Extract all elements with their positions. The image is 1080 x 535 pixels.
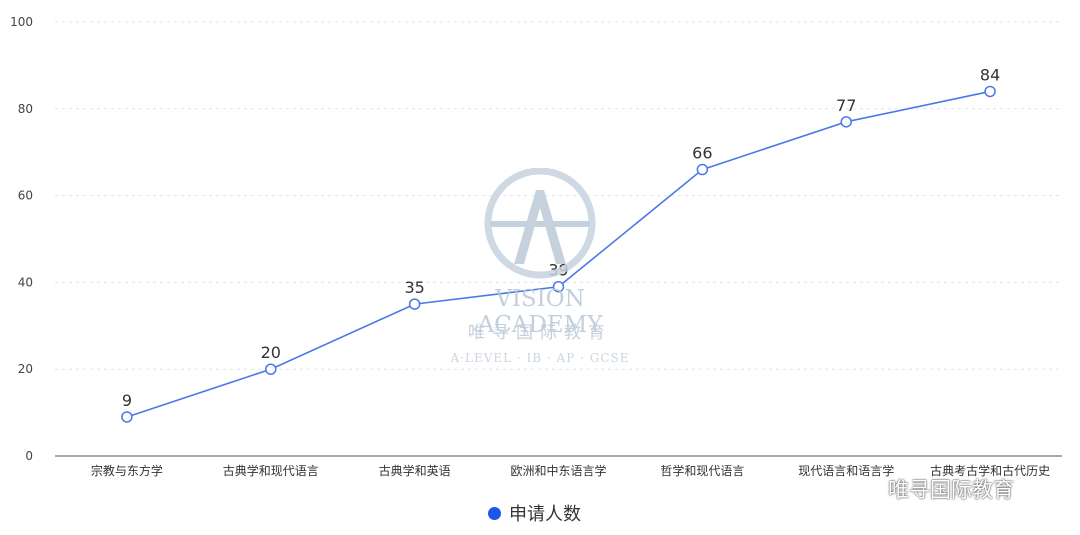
wechat-badge-text: 唯寻国际教育 xyxy=(888,478,1014,502)
x-tick-label: 现代语言和语言学 xyxy=(798,463,894,478)
data-point xyxy=(265,363,277,375)
data-point xyxy=(984,85,996,98)
data-point xyxy=(840,116,852,128)
data-label: 39 xyxy=(548,261,568,280)
legend-marker-icon xyxy=(488,506,501,520)
y-tick-label: 80 xyxy=(18,102,33,116)
x-tick-label: 古典考古学和古代历史 xyxy=(930,463,1050,478)
data-label: 66 xyxy=(692,144,712,163)
y-tick-label: 60 xyxy=(18,189,33,203)
y-tick-label: 100 xyxy=(10,15,33,29)
data-point xyxy=(408,298,421,310)
legend-label: 申请人数 xyxy=(509,504,581,525)
series-line xyxy=(126,90,991,418)
data-label: 77 xyxy=(836,96,856,115)
x-tick-label: 古典学和英语 xyxy=(379,463,451,478)
y-tick-label: 20 xyxy=(18,362,33,376)
x-tick-label: 欧洲和中东语言学 xyxy=(510,463,606,478)
wechat-icon xyxy=(847,475,880,501)
data-point xyxy=(696,163,709,176)
x-tick-label: 哲学和现代语言 xyxy=(660,463,744,478)
x-tick-label: 古典学和现代语言 xyxy=(223,463,319,478)
data-point xyxy=(121,411,133,423)
data-label: 35 xyxy=(404,278,424,297)
y-tick-label: 0 xyxy=(25,449,33,463)
data-label: 20 xyxy=(261,343,281,362)
data-label: 84 xyxy=(980,65,1000,84)
legend[interactable]: 申请人数 xyxy=(488,500,581,526)
data-point xyxy=(552,280,565,293)
x-tick-label: 宗教与东方学 xyxy=(91,463,163,478)
wechat-badge: 唯寻国际教育 xyxy=(846,474,1014,504)
data-label: 9 xyxy=(122,391,132,410)
y-tick-label: 40 xyxy=(18,275,33,289)
